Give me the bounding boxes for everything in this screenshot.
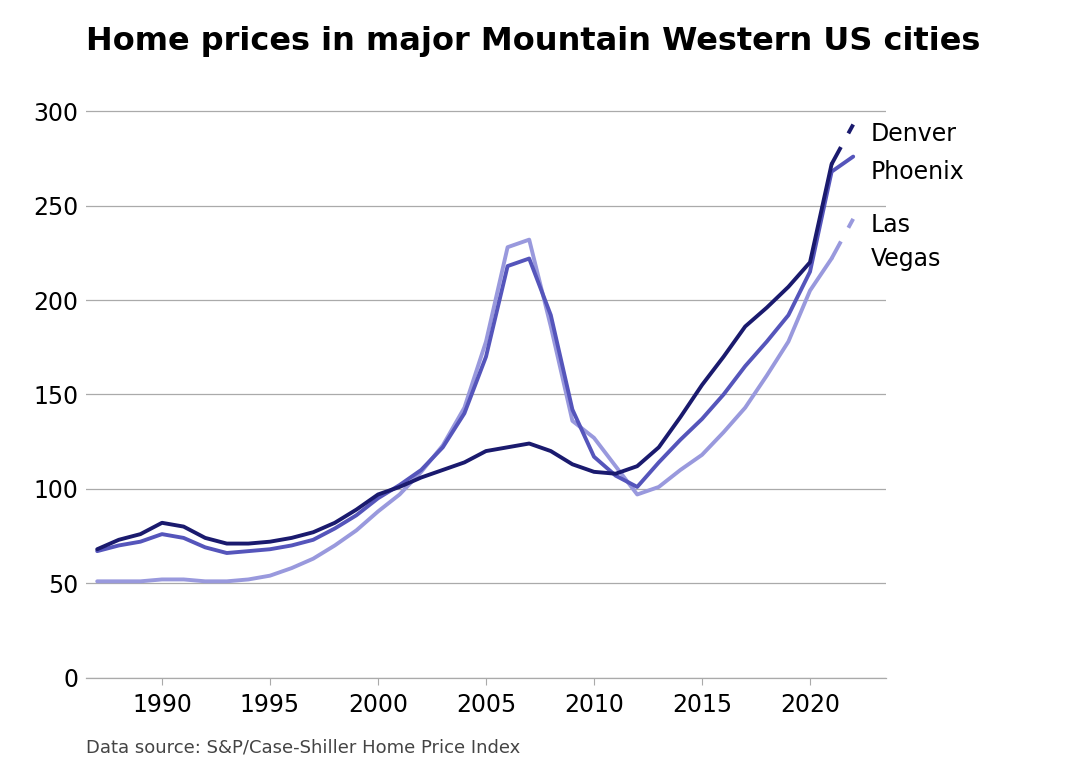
Text: Las: Las [870, 213, 910, 236]
Text: Home prices in major Mountain Western US cities: Home prices in major Mountain Western US… [86, 26, 981, 57]
Text: Denver: Denver [870, 122, 957, 146]
Text: Data source: S&P/Case-Shiller Home Price Index: Data source: S&P/Case-Shiller Home Price… [86, 738, 521, 756]
Text: Phoenix: Phoenix [870, 159, 964, 184]
Text: Vegas: Vegas [870, 246, 941, 270]
